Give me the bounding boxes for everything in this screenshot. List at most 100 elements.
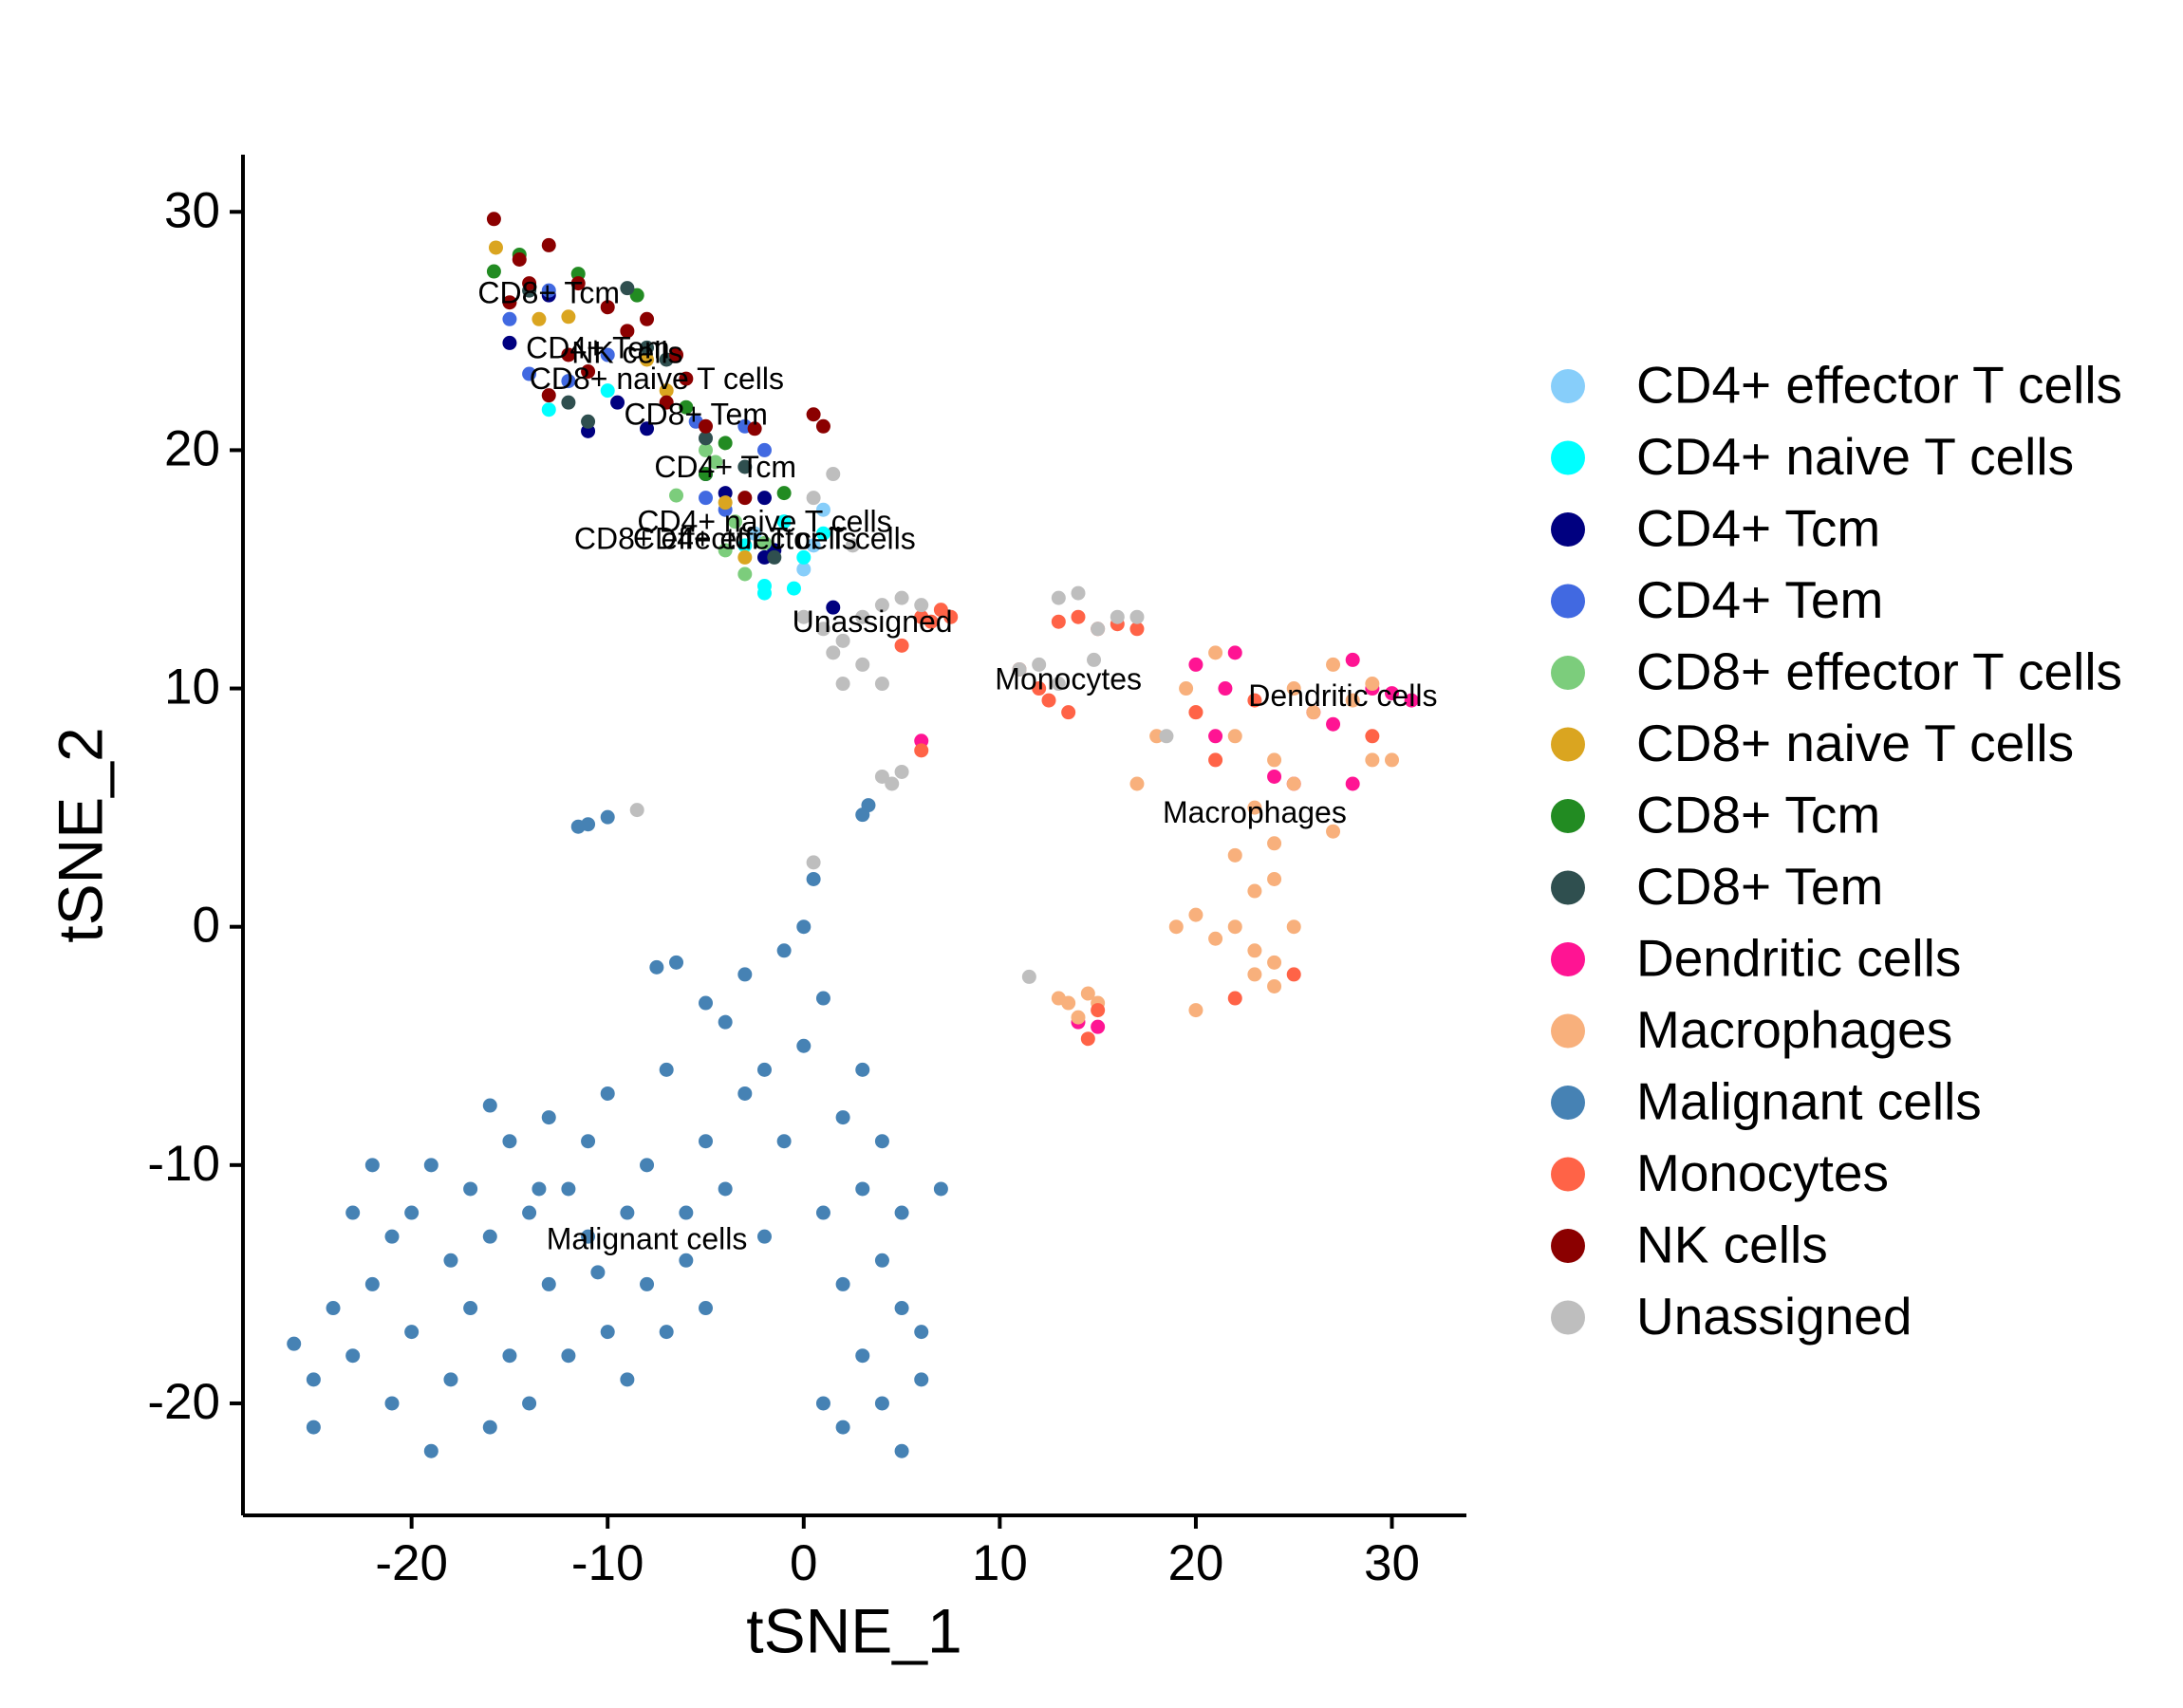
point <box>776 514 792 529</box>
point <box>806 491 821 506</box>
point <box>1091 1019 1106 1034</box>
y-tick-label: 10 <box>164 659 220 715</box>
point <box>629 288 644 303</box>
point <box>679 371 694 386</box>
point <box>1021 969 1036 984</box>
point <box>590 1265 606 1280</box>
point <box>679 1205 694 1220</box>
point <box>629 803 644 818</box>
point <box>1080 1031 1095 1047</box>
point <box>924 614 939 629</box>
point <box>699 442 714 457</box>
point <box>796 549 812 565</box>
point <box>1247 693 1262 708</box>
point <box>1179 681 1194 696</box>
point <box>835 677 850 692</box>
point <box>835 633 850 648</box>
point <box>1326 716 1341 732</box>
point <box>796 919 812 935</box>
point <box>1061 995 1076 1011</box>
legend-label: Malignant cells <box>1636 1072 1982 1131</box>
point <box>1032 681 1047 696</box>
point <box>345 1205 361 1220</box>
point <box>815 991 830 1006</box>
point <box>718 543 733 558</box>
point <box>1110 609 1125 624</box>
point <box>1208 931 1223 946</box>
legend-marker <box>1551 584 1585 619</box>
point <box>364 1158 380 1173</box>
point <box>1129 622 1145 637</box>
point <box>561 1348 576 1364</box>
legend: CD4+ effector T cells CD4+ naive T cells C… <box>1551 356 2122 1346</box>
point <box>610 395 625 410</box>
point <box>756 1229 772 1244</box>
point <box>1326 824 1341 839</box>
point <box>699 995 714 1011</box>
point <box>786 581 801 596</box>
point <box>541 388 556 403</box>
point <box>914 1372 929 1387</box>
point <box>345 1348 361 1364</box>
point <box>443 1253 458 1268</box>
point <box>669 488 684 503</box>
point <box>1061 705 1076 720</box>
point <box>600 300 615 315</box>
point <box>659 1325 674 1340</box>
point <box>756 442 772 457</box>
point <box>532 1181 547 1197</box>
point <box>1188 1003 1203 1018</box>
point <box>874 1253 889 1268</box>
point <box>861 798 876 813</box>
point <box>502 1348 517 1364</box>
point <box>326 1301 341 1316</box>
point <box>581 414 596 429</box>
point <box>404 1325 420 1340</box>
point <box>894 590 909 605</box>
x-axis-title: tSNE_1 <box>746 1595 961 1665</box>
point <box>1267 836 1282 851</box>
point <box>561 309 576 325</box>
legend-marker <box>1551 512 1585 547</box>
point <box>404 1205 420 1220</box>
point <box>1286 967 1301 982</box>
point <box>522 1396 537 1411</box>
point <box>1227 847 1242 863</box>
point <box>708 455 723 470</box>
point <box>855 657 870 672</box>
cluster-label: CD4+ Tem <box>526 330 669 364</box>
point <box>364 1276 380 1291</box>
legend-label: Macrophages <box>1636 1000 1952 1059</box>
point <box>1091 622 1106 637</box>
point <box>737 1086 753 1101</box>
point <box>874 1134 889 1149</box>
x-tick-label: -20 <box>375 1535 448 1591</box>
point <box>1345 693 1360 708</box>
point <box>1227 919 1242 935</box>
cluster-label: Macrophages <box>1163 795 1347 829</box>
cluster-label: Unassigned <box>793 604 953 639</box>
point <box>1188 705 1203 720</box>
point <box>581 364 596 380</box>
legend-marker <box>1551 1013 1585 1049</box>
point <box>718 1181 733 1197</box>
point <box>1385 752 1400 768</box>
point <box>718 436 733 451</box>
point <box>835 1110 850 1125</box>
point <box>600 1325 615 1340</box>
point <box>699 1301 714 1316</box>
point <box>640 352 655 367</box>
point <box>659 383 674 399</box>
point <box>1404 693 1419 708</box>
point <box>894 764 909 779</box>
point <box>522 366 537 381</box>
point <box>894 638 909 653</box>
x-tick-label: 0 <box>790 1535 817 1591</box>
point <box>1365 677 1380 692</box>
point <box>1188 907 1203 922</box>
point <box>306 1372 321 1387</box>
point <box>463 1181 478 1197</box>
point <box>443 1372 458 1387</box>
